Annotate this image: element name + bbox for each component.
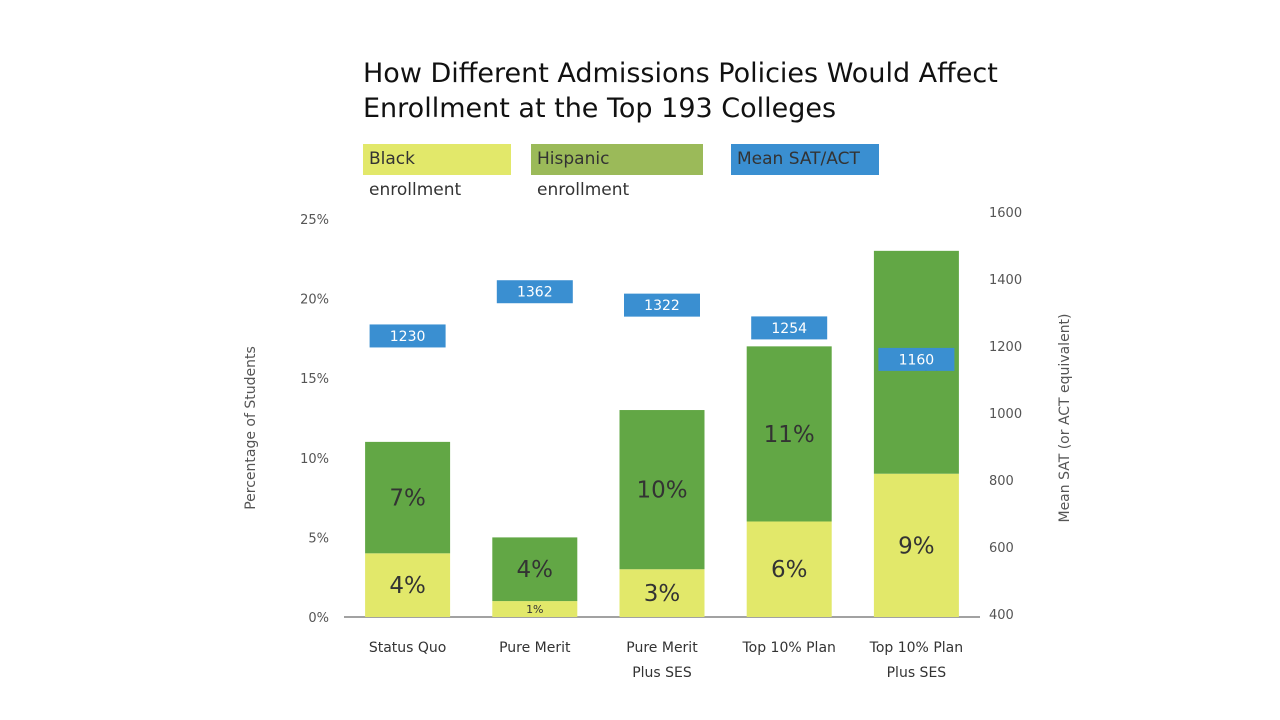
bar-hispanic-enrollment	[619, 410, 705, 570]
data-label: 4%	[517, 557, 554, 583]
data-label: 7%	[389, 486, 426, 512]
bar-black-enrollment	[619, 569, 705, 617]
data-label: 11%	[764, 422, 815, 448]
y-tick-label: 0%	[308, 611, 329, 626]
y2-tick-label: 800	[989, 474, 1014, 489]
category-label: Top 10% Plan	[741, 640, 835, 656]
y2-tick-label: 1000	[989, 407, 1022, 422]
y2-tick-label: 400	[989, 608, 1014, 623]
sat-label: 1160	[899, 352, 935, 368]
legend-mean-sat-act: Mean SAT/ACT	[731, 144, 879, 175]
data-label: 4%	[389, 573, 426, 599]
sat-label: 1230	[390, 329, 426, 345]
sat-marker	[751, 316, 828, 340]
bar-black-enrollment	[746, 521, 832, 617]
y2-tick-label: 600	[989, 541, 1014, 556]
bar-hispanic-enrollment	[365, 441, 451, 554]
category-label: Plus SES	[632, 665, 692, 681]
y-tick-label: 5%	[308, 531, 329, 546]
y2-axis-title: Mean SAT (or ACT equivalent)	[1057, 313, 1073, 522]
data-label: 3%	[644, 581, 681, 607]
y2-tick-label: 1200	[989, 340, 1022, 355]
data-label: 6%	[771, 557, 808, 583]
category-label: Plus SES	[887, 665, 947, 681]
category-label: Pure Merit	[499, 640, 571, 656]
y-tick-label: 15%	[300, 372, 329, 387]
category-label: Status Quo	[369, 640, 447, 656]
y2-tick-label: 1600	[989, 206, 1022, 221]
sat-label: 1362	[517, 285, 553, 301]
bar-hispanic-enrollment	[746, 346, 832, 522]
data-label: 9%	[898, 533, 935, 559]
chart-title-line-1: How Different Admissions Policies Would …	[363, 58, 998, 89]
sat-label: 1254	[771, 321, 807, 337]
sat-marker	[496, 280, 573, 304]
chart-title: How Different Admissions Policies Would …	[363, 56, 1063, 126]
data-label: 10%	[636, 478, 687, 504]
chart-title-line-2: Enrollment at the Top 193 Colleges	[363, 93, 837, 124]
y-tick-label: 25%	[300, 213, 329, 228]
legend-black-enrollment: Black enrollment	[363, 144, 511, 200]
bar-hispanic-enrollment	[492, 537, 578, 602]
sat-marker	[369, 324, 446, 348]
data-label: 1%	[526, 603, 543, 616]
category-label: Pure Merit	[626, 640, 698, 656]
y-axis-title: Percentage of Students	[243, 346, 259, 510]
bar-black-enrollment	[365, 553, 451, 617]
legend-hispanic-enrollment: Hispanic enrollment	[531, 144, 703, 200]
bar-black-enrollment	[492, 601, 578, 617]
y-tick-label: 10%	[300, 452, 329, 467]
category-label: Top 10% Plan	[869, 640, 963, 656]
sat-marker	[624, 293, 700, 317]
y2-tick-label: 1400	[989, 273, 1022, 288]
bar-black-enrollment	[873, 473, 959, 617]
sat-label: 1322	[644, 298, 680, 314]
y-tick-label: 20%	[300, 293, 329, 308]
sat-marker	[878, 347, 955, 371]
